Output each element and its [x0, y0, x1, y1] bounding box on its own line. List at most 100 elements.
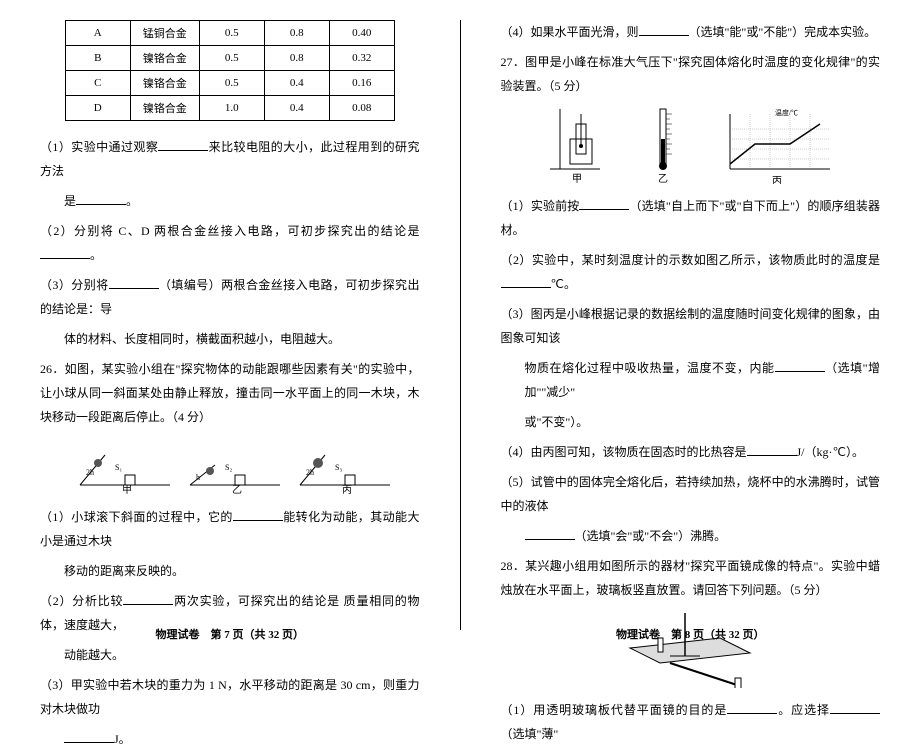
table-cell: 0.4: [264, 96, 329, 121]
svg-text:乙: 乙: [232, 484, 242, 495]
text: （选填"会"或"不会"）沸腾。: [575, 529, 727, 543]
text: ℃。: [551, 277, 576, 291]
text: （3）图丙是小峰根据记录的数据绘制的温度随时间变化规律的图象，由图象可知该: [501, 307, 881, 345]
text: （5）试管中的固体完全熔化后，若持续加热，烧杯中的水沸腾时，试管中的液体: [501, 475, 881, 513]
table-row: D镍铬合金1.00.40.08: [65, 96, 394, 121]
text: （选填"薄": [501, 727, 559, 741]
svg-text:2h: 2h: [306, 468, 314, 477]
q27-figure: 甲 乙 温度: [501, 104, 881, 188]
table-row: A锰铜合金0.50.80.40: [65, 21, 394, 46]
table-cell: 镍铬合金: [130, 46, 199, 71]
text: 。应选择: [777, 703, 830, 717]
text: 移动的距离来反映的。: [64, 564, 184, 578]
q26-3-cont: J。: [40, 727, 420, 751]
text: （4）如果水平面光滑，则: [501, 25, 639, 39]
blank: [64, 730, 114, 743]
table-cell: B: [65, 46, 130, 71]
table-cell: 镍铬合金: [130, 96, 199, 121]
q25-3: （3）分别将（填编号）两根合金丝接入电路，可初步探究出的结论是：导: [40, 273, 420, 321]
blank: [747, 443, 797, 456]
ramp-diagram: 2h S₁ 甲 h S₂ 乙 2: [70, 435, 390, 495]
table-cell: D: [65, 96, 130, 121]
table-cell: 1.0: [199, 96, 264, 121]
svg-text:S₁: S₁: [115, 463, 122, 472]
q27-3b: 物质在熔化过程中吸收热量，温度不变，内能（选填"增加""减少": [501, 356, 881, 404]
blank: [109, 276, 159, 289]
text: 或"不变"）。: [525, 415, 589, 429]
text: （1）实验前按: [501, 199, 580, 213]
table-cell: 0.8: [264, 21, 329, 46]
text: （2）分析比较: [40, 594, 123, 608]
blank: [40, 246, 90, 259]
svg-text:h: h: [196, 473, 200, 482]
table-cell: 0.5: [199, 21, 264, 46]
q26-1: （1）小球滚下斜面的过程中，它的能转化为动能，其动能大小是通过木块: [40, 505, 420, 553]
blank: [158, 138, 208, 151]
table-row: C镍铬合金0.50.40.16: [65, 71, 394, 96]
table-cell: 镍铬合金: [130, 71, 199, 96]
text: （1）小球滚下斜面的过程中，它的: [40, 510, 233, 524]
table-cell: 0.08: [329, 96, 394, 121]
table-row: B镍铬合金0.50.80.32: [65, 46, 394, 71]
table-cell: 0.4: [264, 71, 329, 96]
q26-1-cont: 移动的距离来反映的。: [40, 559, 420, 583]
page-spread: A锰铜合金0.50.80.40B镍铬合金0.50.80.32C镍铬合金0.50.…: [0, 0, 920, 650]
table-cell: 0.32: [329, 46, 394, 71]
svg-text:甲: 甲: [572, 174, 582, 184]
q28-1: （1）用透明玻璃板代替平面镜的目的是 。应选择 （选填"薄": [501, 698, 881, 746]
text: （3）甲实验中若木块的重力为 1 N，水平移动的距离是 30 cm，则重力对木块…: [40, 678, 420, 716]
text: （1）实验中通过观察: [40, 140, 158, 154]
table-cell: A: [65, 21, 130, 46]
svg-text:S₃: S₃: [335, 463, 342, 472]
blank: [525, 527, 575, 540]
text: 27．图甲是小峰在标准大气压下"探究固体熔化时温度的变化规律"的实验装置。（5 …: [501, 55, 881, 93]
table-cell: 0.5: [199, 46, 264, 71]
svg-text:乙: 乙: [658, 173, 668, 184]
text: 28．某兴趣小组用如图所示的器材"探究平面镜成像的特点"。实验中蜡烛放在水平面上…: [501, 559, 881, 597]
melt-apparatus: 甲 乙 温度: [530, 104, 850, 184]
text: （选填"能"或"不能"）完成本实验。: [689, 25, 877, 39]
q28-figure: [501, 608, 881, 692]
svg-text:2h: 2h: [86, 468, 94, 477]
text: （1）用透明玻璃板代替平面镜的目的是: [501, 703, 728, 717]
text: J。: [114, 732, 131, 746]
text: 。: [90, 248, 102, 262]
text: （2）分别将 C、D 两根合金丝接入电路，可初步探究出的结论是: [40, 224, 420, 238]
q27-5b: （选填"会"或"不会"）沸腾。: [501, 524, 881, 548]
text: （4）由丙图可知，该物质在固态时的比热容是: [501, 445, 747, 459]
table-cell: 0.16: [329, 71, 394, 96]
q25-1-cont: 是。: [40, 189, 420, 213]
q26-head: 26．如图，某实验小组在"探究物体的动能跟哪些因素有关"的实验中，让小球从同一斜…: [40, 357, 420, 429]
blank: [830, 701, 880, 714]
q27-head: 27．图甲是小峰在标准大气压下"探究固体熔化时温度的变化规律"的实验装置。（5 …: [501, 50, 881, 98]
svg-text:甲: 甲: [122, 485, 132, 495]
right-page: （4）如果水平面光滑，则 （选填"能"或"不能"）完成本实验。 27．图甲是小峰在…: [461, 0, 920, 650]
blank: [639, 23, 689, 36]
blank: [233, 508, 283, 521]
q26-3: （3）甲实验中若木块的重力为 1 N，水平移动的距离是 30 cm，则重力对木块…: [40, 673, 420, 721]
text: 26．如图，某实验小组在"探究物体的动能跟哪些因素有关"的实验中，让小球从同一斜…: [40, 362, 420, 424]
q25-1: （1）实验中通过观察来比较电阻的大小，此过程用到的研究方法: [40, 135, 420, 183]
blank: [579, 197, 629, 210]
blank: [501, 275, 551, 288]
text: 物质在熔化过程中吸收热量，温度不变，内能: [525, 361, 775, 375]
blank: [775, 359, 825, 372]
text: 体的材料、长度相同时，横截面积越小，电阻越大。: [64, 332, 340, 346]
q27-2: （2）实验中，某时刻温度计的示数如图乙所示，该物质此时的温度是 ℃。: [501, 248, 881, 296]
table-cell: 锰铜合金: [130, 21, 199, 46]
blank: [123, 592, 173, 605]
page-footer-left: 物理试卷 第 7 页（共 32 页）: [0, 626, 460, 642]
text: 。: [126, 194, 138, 208]
q26-figure: 2h S₁ 甲 h S₂ 乙 2: [40, 435, 420, 499]
svg-text:温度/℃: 温度/℃: [775, 108, 798, 117]
q25-3-cont: 体的材料、长度相同时，横截面积越小，电阻越大。: [40, 327, 420, 351]
text: （3）分别将: [40, 278, 109, 292]
text: 动能越大。: [64, 648, 124, 662]
q27-5: （5）试管中的固体完全熔化后，若持续加热，烧杯中的水沸腾时，试管中的液体: [501, 470, 881, 518]
page-footer-right: 物理试卷 第 8 页（共 32 页）: [461, 626, 920, 642]
text: （2）实验中，某时刻温度计的示数如图乙所示，该物质此时的温度是: [501, 253, 881, 267]
q25-2: （2）分别将 C、D 两根合金丝接入电路，可初步探究出的结论是。: [40, 219, 420, 267]
q27-1: （1）实验前按（选填"自上而下"或"自下而上"）的顺序组装器材。: [501, 194, 881, 242]
text: 是: [64, 194, 76, 208]
table-cell: 0.40: [329, 21, 394, 46]
